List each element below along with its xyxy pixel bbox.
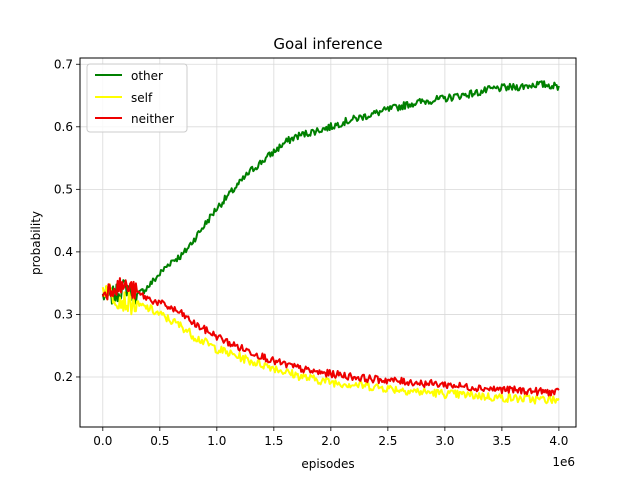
x-tick-label: 2.0 (321, 434, 340, 448)
y-tick-label: 0.4 (54, 245, 73, 259)
legend: other self neither (86, 63, 188, 133)
series-line-neither (101, 277, 560, 397)
x-tick-label: 4.0 (549, 434, 568, 448)
y-tick-label: 0.6 (54, 120, 73, 134)
x-tick-label: 1.5 (264, 434, 283, 448)
legend-label-self: self (131, 91, 153, 105)
series-line-self (101, 283, 560, 405)
y-tick-label: 0.2 (54, 370, 73, 384)
legend-label-neither: neither (131, 112, 174, 126)
x-tick-label: 3.0 (435, 434, 454, 448)
chart-title: Goal inference (273, 35, 382, 53)
legend-box (86, 63, 188, 133)
series-lines (101, 80, 560, 405)
y-tick-label: 0.5 (54, 182, 73, 196)
x-tick-label: 0.0 (93, 434, 112, 448)
y-axis: 0.2 0.3 0.4 0.5 0.6 0.7 (54, 57, 80, 384)
y-tick-label: 0.7 (54, 57, 73, 71)
y-axis-label: probability (29, 211, 43, 275)
legend-label-other: other (131, 69, 163, 83)
x-tick-label: 2.5 (378, 434, 397, 448)
x-axis-offset-label: 1e6 (552, 455, 575, 469)
plot-frame (79, 57, 577, 428)
x-axis-label: episodes (301, 457, 354, 471)
x-tick-label: 3.5 (492, 434, 511, 448)
x-axis: 0.0 0.5 1.0 1.5 2.0 2.5 3.0 3.5 4.0 (93, 427, 568, 448)
series-line-other (101, 80, 560, 305)
x-tick-label: 1.0 (207, 434, 226, 448)
y-tick-label: 0.3 (54, 307, 73, 321)
x-tick-label: 0.5 (150, 434, 169, 448)
